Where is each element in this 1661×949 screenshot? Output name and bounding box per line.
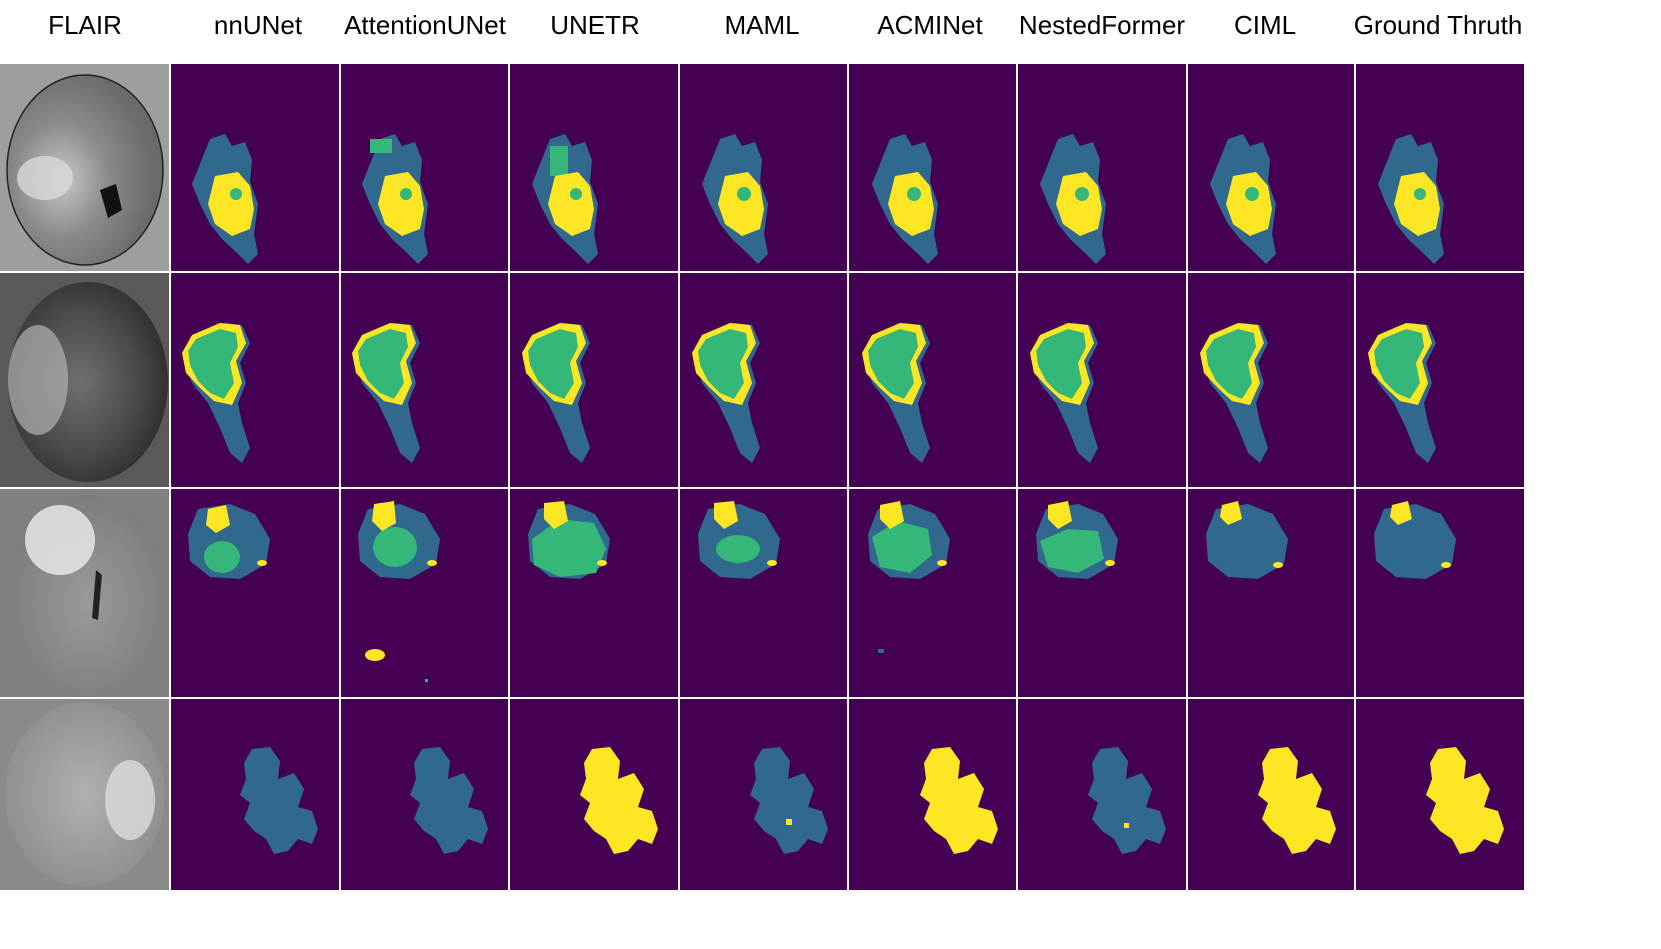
header-nnunet: nnUNet [214, 10, 303, 40]
row3-predictions [188, 501, 1456, 682]
header-unetr: UNETR [550, 10, 640, 40]
cell-r3-c1 [188, 504, 270, 579]
flair-lesion-row3 [25, 505, 95, 575]
flair-lesion-row2 [8, 325, 68, 435]
cell-r2-c3 [522, 323, 590, 463]
row4-predictions [240, 747, 1504, 854]
cell-r2-c5 [862, 323, 930, 463]
flair-ventricle-row1 [100, 184, 122, 218]
cell-r3-c2 [358, 501, 440, 682]
flair-column [0, 64, 170, 890]
flair-lesion-row4 [105, 760, 155, 840]
flair-ventricle-row3 [92, 570, 102, 620]
header-maml: MAML [724, 10, 799, 40]
cell-r3-c4 [698, 501, 780, 579]
cell-r4-c4 [750, 747, 828, 854]
cell-r1-c3 [532, 134, 598, 264]
cell-r1-c6 [1040, 134, 1106, 264]
cell-r1-c2 [362, 134, 428, 264]
cell-r2-c1 [182, 323, 250, 463]
cell-r2-c4 [692, 323, 760, 463]
header-acminet: ACMINet [877, 10, 983, 40]
cell-r3-c8 [1374, 501, 1456, 579]
cell-r1-c7 [1210, 134, 1276, 264]
cell-r3-c7 [1206, 501, 1288, 579]
cell-r1-c5 [872, 134, 938, 264]
cell-r3-c6 [1036, 501, 1118, 579]
row1-predictions [192, 134, 1444, 264]
cell-r2-c8 [1368, 323, 1436, 463]
flair-brain-row4 [5, 702, 165, 886]
cell-r3-c3 [528, 501, 610, 579]
column-headers: FLAIR nnUNet AttentionUNet UNETR MAML AC… [48, 10, 1522, 40]
cell-r2-c2 [352, 323, 420, 463]
grid-lines [0, 64, 1524, 890]
header-nestedformer: NestedFormer [1019, 10, 1185, 40]
header-ground-truth: Ground Thruth [1354, 10, 1523, 40]
header-ciml: CIML [1234, 10, 1296, 40]
cell-r4-c6 [1088, 747, 1166, 854]
cell-r1-c1 [192, 134, 258, 264]
cell-r3-c5 [868, 501, 950, 653]
row2-predictions [182, 323, 1436, 463]
flair-brain-row1 [6, 74, 164, 266]
cell-r2-c7 [1200, 323, 1268, 463]
cell-r1-c8 [1378, 134, 1444, 264]
cell-r2-c6 [1030, 323, 1098, 463]
flair-lesion-row1 [17, 156, 73, 200]
header-attentionunet: AttentionUNet [344, 10, 507, 40]
header-flair: FLAIR [48, 10, 122, 40]
cell-r1-c4 [702, 134, 768, 264]
